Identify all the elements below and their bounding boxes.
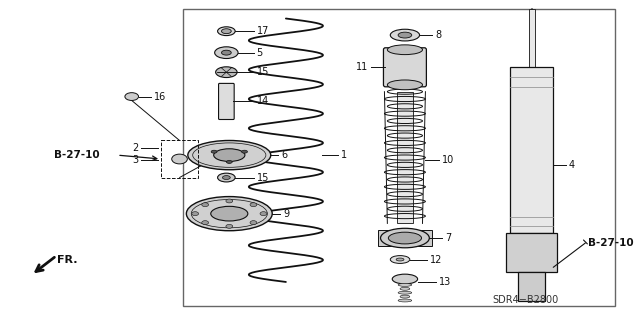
- FancyBboxPatch shape: [518, 272, 545, 301]
- Text: 16: 16: [154, 92, 166, 101]
- Bar: [529, 9, 534, 67]
- Ellipse shape: [381, 228, 429, 248]
- Ellipse shape: [188, 140, 271, 170]
- Ellipse shape: [400, 287, 410, 290]
- FancyBboxPatch shape: [397, 92, 413, 223]
- Ellipse shape: [392, 274, 418, 284]
- Text: 12: 12: [430, 255, 443, 264]
- Ellipse shape: [387, 80, 422, 90]
- Text: 10: 10: [442, 155, 454, 165]
- FancyBboxPatch shape: [219, 83, 234, 120]
- Text: 11: 11: [356, 62, 368, 72]
- Ellipse shape: [211, 206, 248, 221]
- Ellipse shape: [396, 258, 404, 261]
- Ellipse shape: [387, 45, 422, 55]
- Ellipse shape: [214, 149, 245, 161]
- FancyBboxPatch shape: [510, 67, 553, 233]
- Bar: [161, 140, 198, 178]
- Text: 17: 17: [257, 26, 269, 36]
- Ellipse shape: [216, 67, 237, 78]
- FancyBboxPatch shape: [378, 230, 432, 246]
- Text: FR.: FR.: [56, 256, 77, 265]
- Ellipse shape: [125, 93, 138, 100]
- Ellipse shape: [218, 27, 235, 36]
- Text: 14: 14: [257, 96, 269, 107]
- Ellipse shape: [186, 197, 272, 231]
- Ellipse shape: [241, 150, 248, 153]
- Text: 8: 8: [435, 30, 442, 40]
- Ellipse shape: [398, 299, 412, 302]
- Text: 7: 7: [445, 233, 451, 243]
- Ellipse shape: [202, 221, 209, 225]
- Ellipse shape: [250, 221, 257, 225]
- Ellipse shape: [221, 50, 231, 55]
- Ellipse shape: [226, 199, 233, 203]
- Ellipse shape: [398, 291, 412, 294]
- Ellipse shape: [211, 150, 217, 153]
- Bar: [184, 9, 614, 306]
- Text: 4: 4: [569, 160, 575, 170]
- Ellipse shape: [221, 29, 231, 33]
- Ellipse shape: [400, 295, 410, 298]
- Text: 9: 9: [283, 209, 289, 219]
- Ellipse shape: [388, 232, 422, 244]
- FancyBboxPatch shape: [383, 48, 426, 87]
- Ellipse shape: [192, 212, 198, 216]
- Text: 2: 2: [132, 143, 138, 153]
- Ellipse shape: [218, 173, 235, 182]
- Text: 6: 6: [281, 150, 287, 160]
- Text: SDR4−B2800: SDR4−B2800: [493, 294, 559, 305]
- Text: B-27-10: B-27-10: [588, 238, 634, 248]
- Text: 1: 1: [340, 150, 347, 160]
- FancyBboxPatch shape: [506, 233, 557, 272]
- Ellipse shape: [390, 29, 420, 41]
- Text: 15: 15: [257, 67, 269, 77]
- Ellipse shape: [223, 175, 230, 180]
- Ellipse shape: [227, 160, 232, 163]
- Ellipse shape: [398, 283, 412, 286]
- Text: 13: 13: [439, 277, 451, 287]
- Text: 15: 15: [257, 173, 269, 182]
- Ellipse shape: [260, 212, 267, 216]
- Ellipse shape: [214, 47, 238, 58]
- Ellipse shape: [398, 32, 412, 38]
- Text: 3: 3: [132, 155, 138, 165]
- Ellipse shape: [172, 154, 188, 164]
- Ellipse shape: [202, 203, 209, 207]
- Ellipse shape: [250, 203, 257, 207]
- Text: B-27-10: B-27-10: [54, 150, 99, 160]
- Text: 5: 5: [257, 48, 263, 58]
- Ellipse shape: [226, 224, 233, 228]
- Ellipse shape: [390, 256, 410, 263]
